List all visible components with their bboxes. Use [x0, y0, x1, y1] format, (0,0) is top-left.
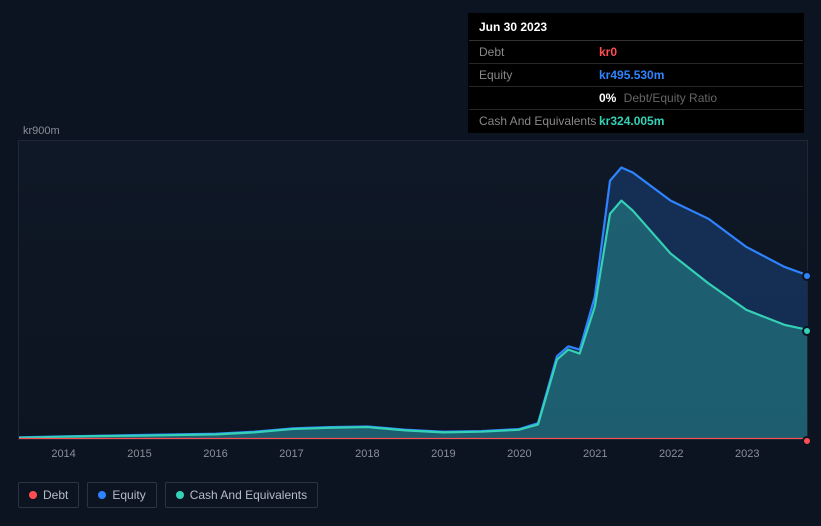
tooltip-date: Jun 30 2023 [469, 14, 803, 41]
x-axis-tick: 2014 [51, 448, 75, 460]
plot-area[interactable] [18, 140, 808, 440]
legend-swatch [98, 491, 106, 499]
legend-swatch [176, 491, 184, 499]
tooltip-row-value: kr324.005m [599, 114, 664, 128]
legend: Debt Equity Cash And Equivalents [18, 482, 318, 508]
x-axis-tick: 2019 [431, 448, 455, 460]
tooltip-row-value: 0% Debt/Equity Ratio [599, 91, 717, 105]
x-axis-tick: 2021 [583, 448, 607, 460]
series-end-marker [802, 326, 812, 336]
chart-tooltip: Jun 30 2023 Debtkr0Equitykr495.530m0% De… [468, 13, 804, 133]
chart-svg [19, 141, 807, 439]
x-axis-tick: 2020 [507, 448, 531, 460]
tooltip-row-sublabel: Debt/Equity Ratio [620, 91, 717, 105]
tooltip-row-value: kr0 [599, 45, 617, 59]
series-end-marker [802, 271, 812, 281]
tooltip-row: Debtkr0 [469, 41, 803, 64]
tooltip-row-label [479, 91, 599, 105]
legend-label: Cash And Equivalents [190, 488, 307, 502]
tooltip-row-value: kr495.530m [599, 68, 664, 82]
legend-item[interactable]: Debt [18, 482, 79, 508]
legend-label: Equity [112, 488, 145, 502]
x-axis-tick: 2015 [127, 448, 151, 460]
series-end-marker [802, 436, 812, 446]
y-axis-top-label: kr900m [23, 125, 60, 137]
x-axis-tick: 2016 [203, 448, 227, 460]
legend-item[interactable]: Equity [87, 482, 156, 508]
x-axis: 2014 2015 2016 2017 2018 2019 2020 2021 2022 2023 [18, 448, 808, 466]
tooltip-row: Equitykr495.530m [469, 64, 803, 87]
legend-label: Debt [43, 488, 68, 502]
chart-container: Jun 30 2023 Debtkr0Equitykr495.530m0% De… [0, 0, 821, 526]
tooltip-row-label: Cash And Equivalents [479, 114, 599, 128]
x-axis-tick: 2017 [279, 448, 303, 460]
x-axis-tick: 2022 [659, 448, 683, 460]
tooltip-row-label: Debt [479, 45, 599, 59]
legend-swatch [29, 491, 37, 499]
tooltip-row: 0% Debt/Equity Ratio [469, 87, 803, 110]
legend-item[interactable]: Cash And Equivalents [165, 482, 318, 508]
tooltip-row: Cash And Equivalentskr324.005m [469, 110, 803, 132]
x-axis-tick: 2018 [355, 448, 379, 460]
tooltip-row-label: Equity [479, 68, 599, 82]
x-axis-tick: 2023 [735, 448, 759, 460]
